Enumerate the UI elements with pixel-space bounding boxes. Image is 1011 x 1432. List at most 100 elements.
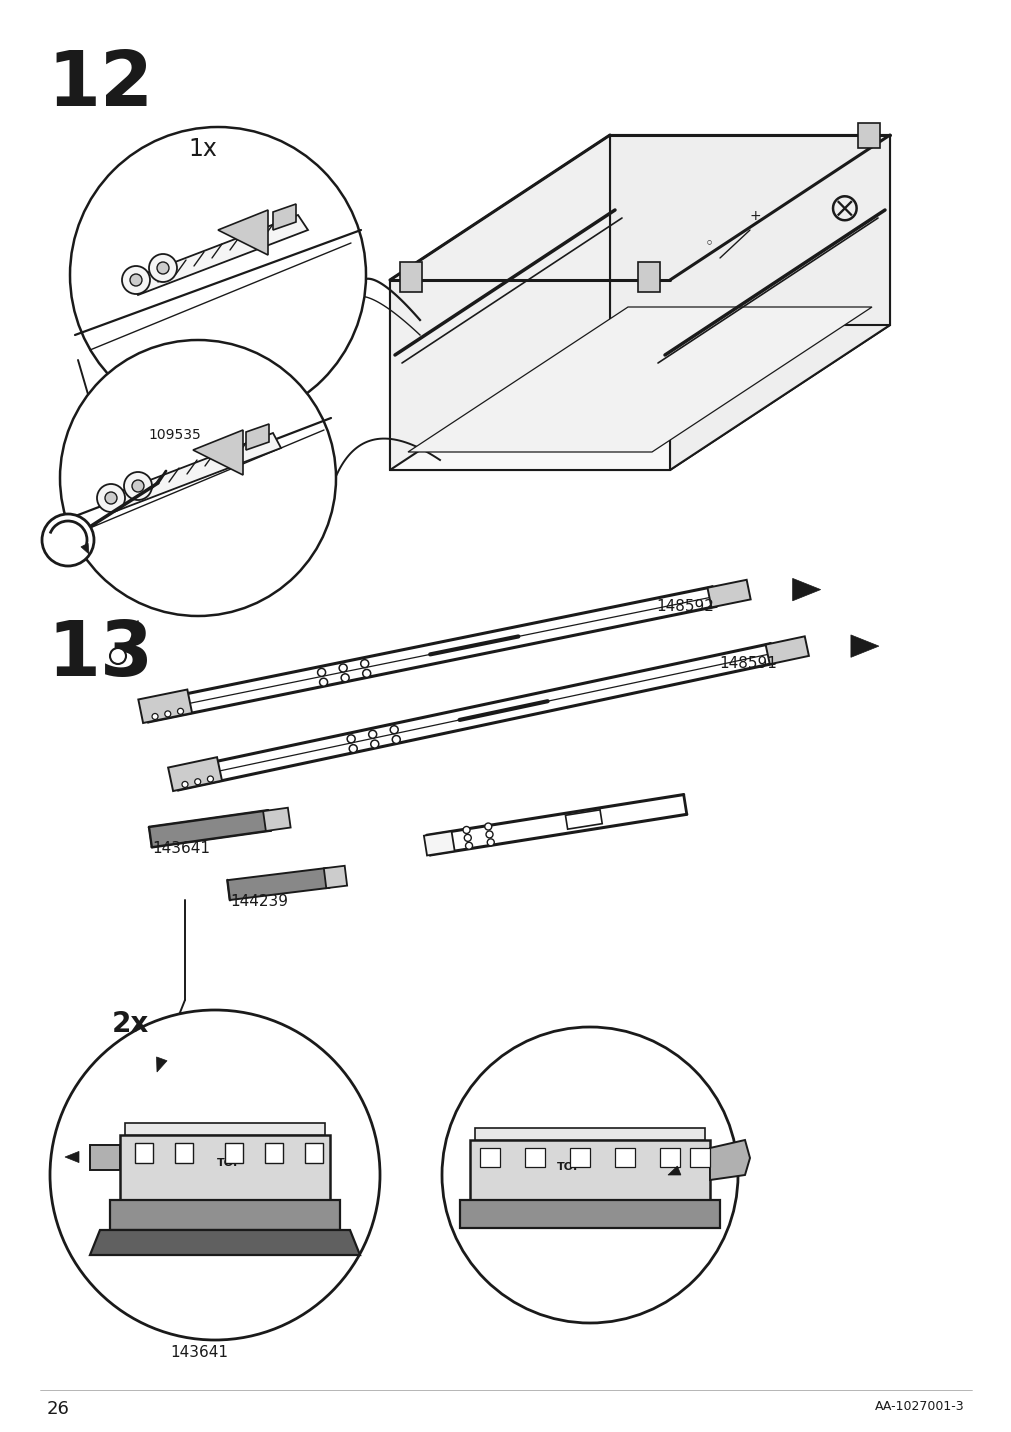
Polygon shape [120,1136,330,1200]
Polygon shape [857,123,880,147]
Polygon shape [615,1148,634,1167]
Circle shape [194,779,200,785]
Circle shape [317,669,326,676]
Polygon shape [637,262,659,292]
Circle shape [207,776,213,782]
Circle shape [362,669,370,677]
Polygon shape [792,579,820,601]
Polygon shape [224,1143,243,1163]
Circle shape [370,740,378,748]
Circle shape [465,842,472,849]
Text: 144239: 144239 [229,894,288,909]
Circle shape [463,826,469,833]
Polygon shape [168,758,221,790]
Polygon shape [850,634,878,657]
Polygon shape [149,811,271,846]
Polygon shape [474,1128,705,1140]
Polygon shape [525,1148,545,1167]
Circle shape [484,823,491,831]
Polygon shape [217,211,268,255]
Polygon shape [707,580,750,607]
Circle shape [182,782,188,788]
Circle shape [60,339,336,616]
Circle shape [122,266,150,294]
Circle shape [149,253,177,282]
Polygon shape [90,1230,360,1254]
Circle shape [392,736,400,743]
Text: TOP: TOP [557,1161,582,1171]
Polygon shape [139,690,192,723]
Circle shape [390,726,397,733]
Polygon shape [90,1146,120,1170]
Text: 13: 13 [47,619,153,692]
Polygon shape [667,1166,680,1176]
Circle shape [341,674,349,682]
Text: 148592: 148592 [656,599,714,614]
Polygon shape [65,1151,79,1163]
Polygon shape [610,135,889,325]
Text: TOP: TOP [217,1158,243,1169]
Circle shape [50,1010,379,1340]
Polygon shape [125,1123,325,1136]
Circle shape [486,839,493,846]
Polygon shape [389,325,889,470]
Polygon shape [399,262,422,292]
Polygon shape [469,1140,710,1200]
Circle shape [105,493,117,504]
Circle shape [177,709,183,715]
Text: 143641: 143641 [152,841,210,856]
Text: 1x: 1x [188,137,216,160]
Circle shape [70,127,366,422]
Text: AA-1027001-3: AA-1027001-3 [875,1400,964,1413]
Polygon shape [103,432,281,513]
Circle shape [360,660,368,667]
Text: 148591: 148591 [719,656,776,670]
Polygon shape [127,215,307,295]
Circle shape [110,649,126,664]
Polygon shape [304,1143,323,1163]
Polygon shape [565,811,602,829]
Polygon shape [324,866,347,888]
Polygon shape [263,808,290,831]
Text: 12: 12 [47,49,153,122]
Polygon shape [193,430,243,475]
Circle shape [485,831,492,838]
Polygon shape [157,1057,167,1073]
Text: 109535: 109535 [148,428,200,442]
Circle shape [349,745,357,753]
Polygon shape [389,281,669,470]
Text: 2x: 2x [112,1010,149,1038]
Circle shape [347,735,355,743]
Circle shape [464,835,471,842]
Polygon shape [669,135,889,470]
Polygon shape [265,1143,283,1163]
Polygon shape [479,1148,499,1167]
Circle shape [124,473,152,500]
Circle shape [165,710,171,717]
Text: 143641: 143641 [170,1345,227,1360]
Text: ◦: ◦ [705,236,714,251]
Polygon shape [407,306,871,453]
Text: +: + [749,209,761,223]
Polygon shape [273,203,295,231]
Circle shape [97,484,125,513]
Circle shape [319,679,328,686]
Circle shape [131,480,144,493]
Text: 26: 26 [47,1400,70,1418]
Polygon shape [569,1148,589,1167]
Polygon shape [134,1143,153,1163]
Polygon shape [690,1148,710,1167]
Circle shape [157,262,169,274]
Circle shape [368,730,376,739]
Polygon shape [389,135,610,470]
Polygon shape [227,868,329,899]
Circle shape [442,1027,737,1323]
Text: ⨂: ⨂ [829,193,857,221]
Polygon shape [460,1200,719,1229]
Circle shape [129,274,142,286]
Circle shape [339,664,347,672]
Polygon shape [659,1148,679,1167]
Polygon shape [246,424,269,450]
Polygon shape [110,1200,340,1230]
Polygon shape [765,636,808,664]
